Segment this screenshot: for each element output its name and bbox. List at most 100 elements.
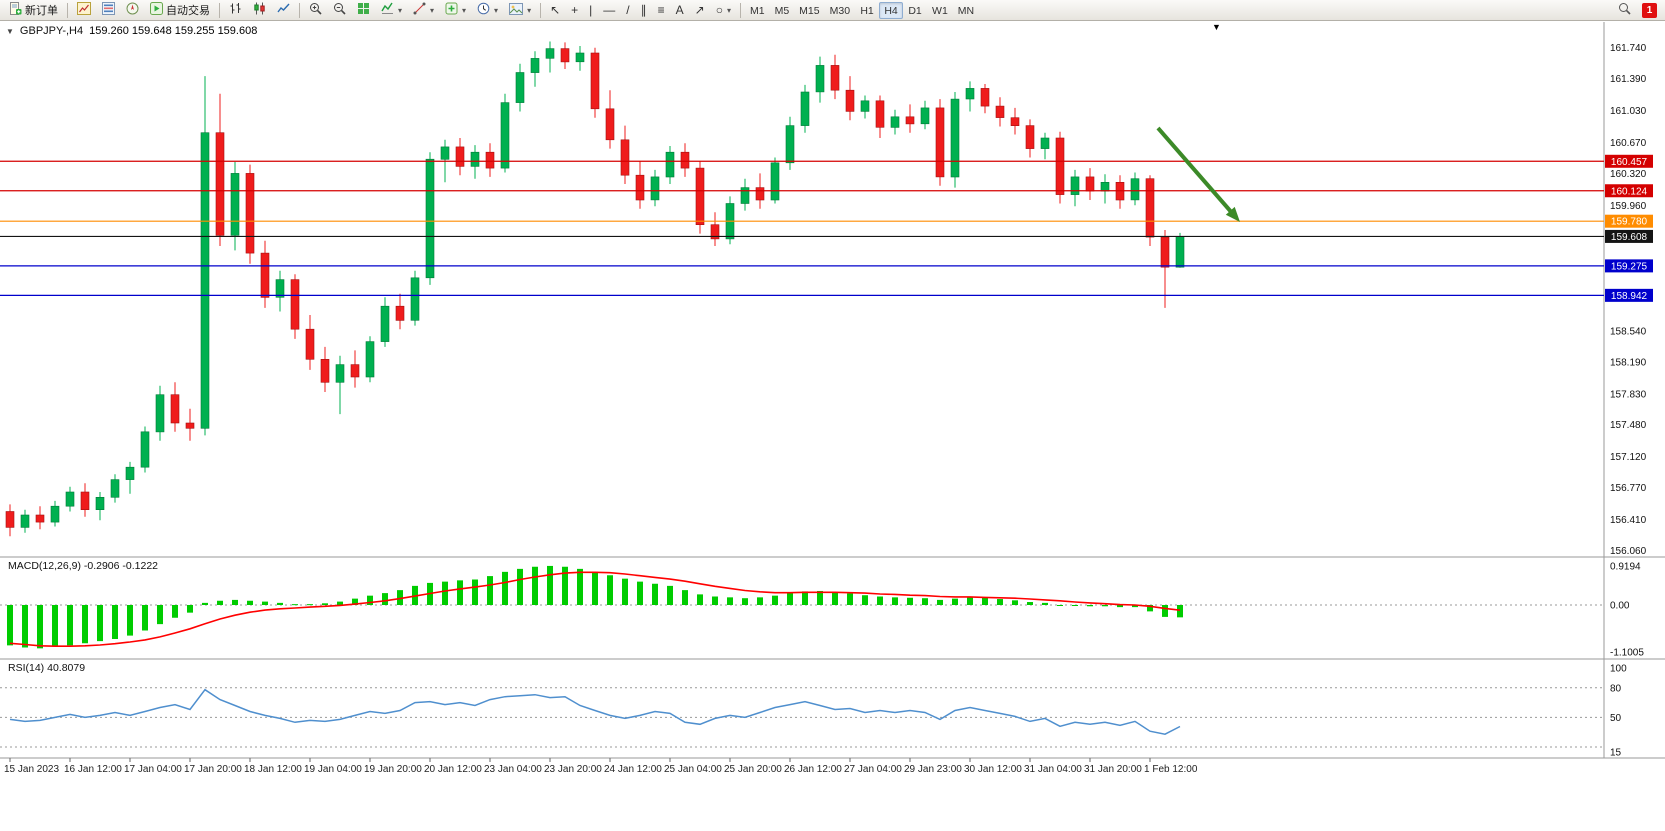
rsi-axis-label: 15 — [1610, 747, 1622, 758]
shapes-tool-button[interactable]: ○ ▾ — [711, 1, 736, 19]
horizontal-line-tool-button[interactable]: — — [598, 1, 620, 19]
navigator-button[interactable] — [121, 1, 144, 19]
macd-histogram-bar — [502, 571, 508, 605]
macd-histogram-bar — [262, 601, 268, 605]
bearish-candle — [35, 514, 45, 523]
bullish-candle — [335, 364, 345, 383]
charts-icon — [77, 2, 91, 18]
macd-histogram-bar — [217, 600, 223, 605]
bearish-candle — [995, 105, 1005, 118]
macd-histogram-bar — [1057, 605, 1063, 606]
autotrading-button[interactable]: 自动交易 — [145, 1, 215, 19]
bearish-candle — [395, 305, 405, 321]
macd-histogram-bar — [517, 568, 523, 605]
fibonacci-icon: ≡ — [657, 3, 665, 17]
bearish-candle — [245, 173, 255, 254]
timeframe-h1-button[interactable]: H1 — [855, 2, 879, 19]
zoom-in-button[interactable] — [304, 1, 327, 19]
crosshair-icon: + — [571, 3, 579, 17]
trendline-tool-button[interactable]: / — [621, 1, 634, 19]
time-axis-label: 19 Jan 20:00 — [364, 764, 422, 775]
timeframe-m1-button[interactable]: M1 — [745, 2, 770, 19]
macd-histogram-bar — [382, 593, 388, 605]
tile-windows-button[interactable] — [352, 1, 375, 19]
macd-histogram-bar — [697, 594, 703, 605]
timeframe-w1-button[interactable]: W1 — [927, 2, 953, 19]
price-axis-label: 157.830 — [1610, 389, 1647, 400]
arrows-tool-button[interactable]: ↗ — [690, 1, 710, 19]
crosshair-tool-button[interactable]: + — [566, 1, 583, 19]
macd-histogram-bar — [652, 583, 658, 605]
bullish-candle — [65, 491, 75, 507]
vertical-line-tool-button[interactable]: | — [584, 1, 597, 19]
time-axis-label: 25 Jan 04:00 — [664, 764, 722, 775]
candlestick-chart-button[interactable] — [248, 1, 271, 19]
bullish-candle — [1130, 178, 1140, 201]
zoom-out-button[interactable] — [328, 1, 351, 19]
channel-tool-button[interactable]: ∥ — [636, 1, 652, 19]
timeframe-m15-button[interactable]: M15 — [794, 2, 824, 19]
bullish-candle — [200, 132, 210, 429]
price-line-tag-text: 159.608 — [1611, 232, 1648, 243]
macd-histogram-bar — [982, 597, 988, 605]
macd-histogram-bar — [82, 605, 88, 644]
bullish-candle — [965, 88, 975, 100]
bullish-candle — [140, 431, 150, 468]
charts-button[interactable] — [72, 1, 96, 19]
macd-histogram-bar — [922, 598, 928, 605]
price-axis-label: 156.770 — [1610, 483, 1647, 494]
chart-shift-marker[interactable]: ▼ — [1212, 22, 1221, 32]
autotrading-icon — [150, 2, 163, 18]
search-button[interactable] — [1613, 1, 1636, 19]
macd-histogram-bar — [562, 566, 568, 605]
horizontal-line-icon: — — [603, 3, 616, 17]
text-tool-icon: A — [675, 3, 684, 17]
timeframe-mn-button[interactable]: MN — [953, 2, 979, 19]
fibonacci-tool-button[interactable]: ≡ — [653, 1, 670, 19]
bearish-candle — [635, 174, 645, 201]
bearish-candle — [755, 187, 765, 201]
bearish-candle — [1010, 117, 1020, 126]
price-line-tag — [1605, 288, 1653, 302]
timeframe-m5-button[interactable]: M5 — [770, 2, 795, 19]
timeframe-m30-button[interactable]: M30 — [825, 2, 855, 19]
add-indicator-button[interactable]: ▾ — [440, 1, 471, 19]
bearish-candle — [350, 364, 360, 378]
timeframe-h4-button[interactable]: H4 — [879, 2, 904, 20]
new-order-button[interactable]: 新订单 — [4, 1, 63, 19]
cursor-tool-button[interactable]: ↖ — [545, 1, 565, 19]
toolbar-separator — [67, 2, 68, 18]
bar-chart-button[interactable] — [224, 1, 247, 19]
macd-histogram-bar — [937, 599, 943, 605]
bullish-candle — [800, 91, 810, 126]
price-axis-label: 158.190 — [1610, 357, 1647, 368]
cursor-icon: ↖ — [550, 3, 561, 17]
chevron-down-icon[interactable]: ▼ — [6, 26, 14, 36]
bearish-candle — [605, 108, 615, 141]
bullish-candle — [380, 305, 390, 342]
text-tool-button[interactable]: A — [671, 1, 689, 19]
macd-histogram-bar — [1162, 605, 1168, 617]
macd-histogram-bar — [442, 581, 448, 605]
macd-histogram-bar — [817, 590, 823, 605]
line-chart-button[interactable] — [272, 1, 295, 19]
toolbar-separator — [739, 2, 741, 18]
price-axis-label: 158.540 — [1610, 326, 1647, 337]
templates-button[interactable]: ▾ — [504, 1, 536, 19]
macd-histogram-bar — [532, 566, 538, 605]
timeframe-d1-button[interactable]: D1 — [903, 2, 927, 19]
macd-histogram-bar — [622, 578, 628, 605]
bearish-candle — [830, 65, 840, 91]
periods-button[interactable]: ▾ — [472, 1, 503, 19]
trend-arrow[interactable] — [1156, 126, 1237, 218]
indicators-button[interactable]: ▾ — [376, 1, 407, 19]
price-line-tag — [1605, 184, 1653, 198]
market-watch-button[interactable] — [97, 1, 120, 19]
objects-list-button[interactable]: ▾ — [408, 1, 439, 19]
notification-badge[interactable]: 1 — [1642, 2, 1657, 18]
bullish-candle — [1175, 236, 1185, 268]
price-axis-label: 156.060 — [1610, 546, 1647, 557]
macd-histogram-bar — [1177, 605, 1183, 618]
